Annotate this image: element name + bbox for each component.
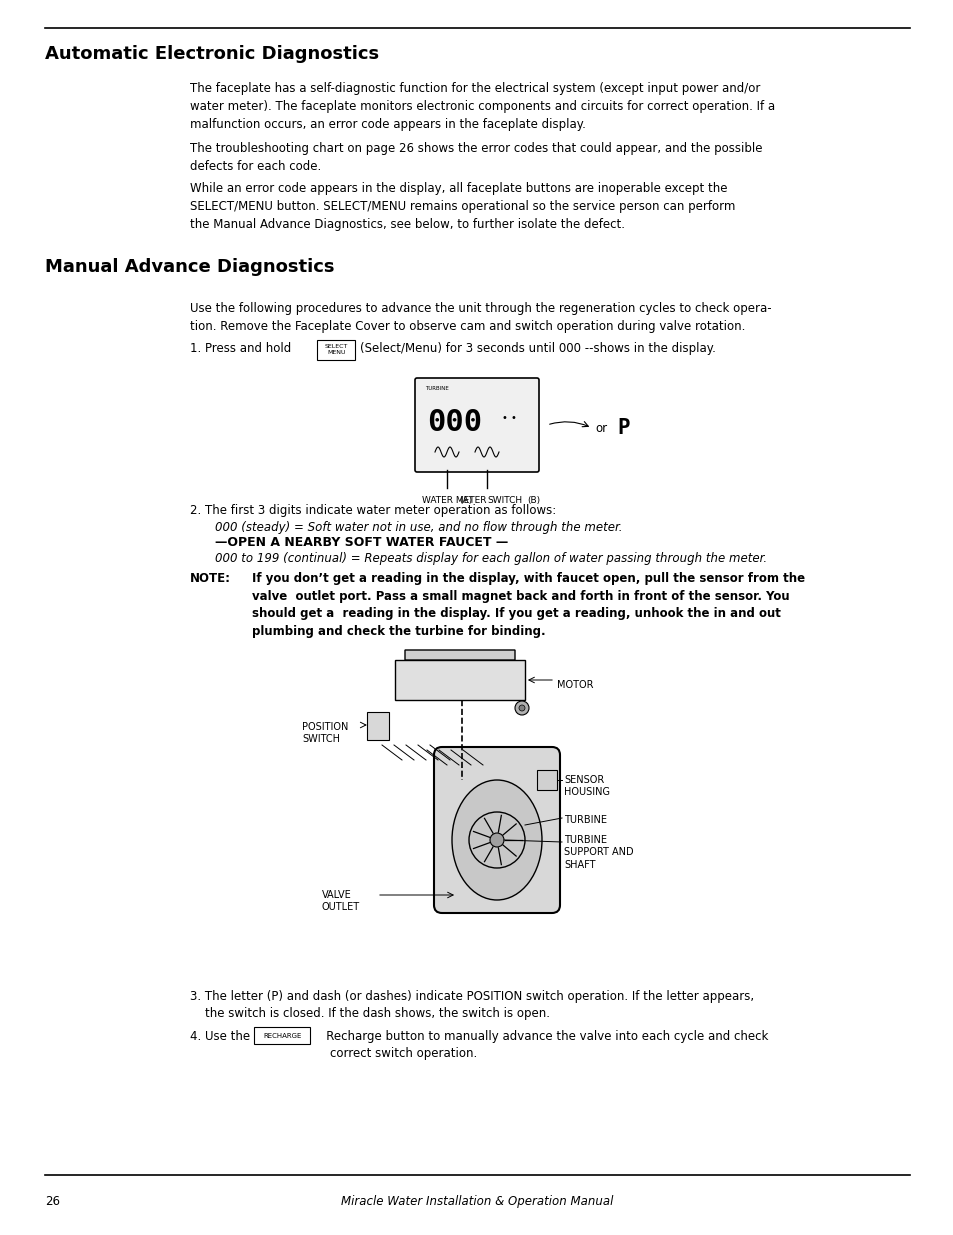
Text: TURBINE: TURBINE — [563, 815, 606, 825]
Text: Automatic Electronic Diagnostics: Automatic Electronic Diagnostics — [45, 44, 378, 63]
Circle shape — [518, 705, 524, 711]
FancyBboxPatch shape — [434, 747, 559, 913]
FancyBboxPatch shape — [415, 378, 538, 472]
Bar — [537, 769, 557, 790]
Text: 000 to 199 (continual) = Repeats display for each gallon of water passing throug: 000 to 199 (continual) = Repeats display… — [214, 552, 766, 564]
Text: 4. Use the: 4. Use the — [190, 1030, 250, 1044]
Text: (A): (A) — [458, 496, 472, 505]
Text: (B): (B) — [526, 496, 539, 505]
Text: SELECT
MENU: SELECT MENU — [324, 345, 348, 354]
Text: If you don’t get a reading in the display, with faucet open, pull the sensor fro: If you don’t get a reading in the displa… — [252, 572, 804, 637]
Text: SWITCH: SWITCH — [486, 496, 521, 505]
Text: TURBINE
SUPPORT AND
SHAFT: TURBINE SUPPORT AND SHAFT — [563, 835, 633, 869]
FancyBboxPatch shape — [317, 340, 355, 359]
Ellipse shape — [452, 781, 541, 900]
Text: RECHARGE: RECHARGE — [263, 1032, 301, 1039]
Text: 000 (steady) = Soft water not in use, and no flow through the meter.: 000 (steady) = Soft water not in use, an… — [214, 521, 622, 534]
Circle shape — [515, 701, 529, 715]
Text: 3. The letter (P) and dash (or dashes) indicate POSITION switch operation. If th: 3. The letter (P) and dash (or dashes) i… — [190, 990, 753, 1020]
Text: While an error code appears in the display, all faceplate buttons are inoperable: While an error code appears in the displ… — [190, 182, 735, 231]
Text: P: P — [617, 417, 629, 438]
Circle shape — [490, 832, 503, 847]
Text: Miracle Water Installation & Operation Manual: Miracle Water Installation & Operation M… — [340, 1195, 613, 1208]
Text: The troubleshooting chart on page 26 shows the error codes that could appear, an: The troubleshooting chart on page 26 sho… — [190, 142, 761, 173]
Text: MOTOR: MOTOR — [557, 680, 593, 690]
Text: 2. The first 3 digits indicate water meter operation as follows:: 2. The first 3 digits indicate water met… — [190, 504, 556, 517]
Text: WATER METER: WATER METER — [421, 496, 486, 505]
Text: • •: • • — [501, 412, 517, 424]
Text: (Select/Menu) for 3 seconds until 000 --shows in the display.: (Select/Menu) for 3 seconds until 000 --… — [359, 342, 715, 354]
Bar — [367, 713, 389, 740]
Text: Use the following procedures to advance the unit through the regeneration cycles: Use the following procedures to advance … — [190, 303, 771, 333]
Text: SENSOR
HOUSING: SENSOR HOUSING — [563, 776, 609, 798]
Text: 1. Press and hold: 1. Press and hold — [190, 342, 291, 354]
Text: Manual Advance Diagnostics: Manual Advance Diagnostics — [45, 258, 335, 275]
Text: TURBINE: TURBINE — [424, 387, 448, 391]
FancyBboxPatch shape — [405, 650, 515, 659]
Text: POSITION
SWITCH: POSITION SWITCH — [302, 722, 348, 745]
Text: 000: 000 — [427, 408, 482, 436]
Text: The faceplate has a self-diagnostic function for the electrical system (except i: The faceplate has a self-diagnostic func… — [190, 82, 774, 131]
Text: 26: 26 — [45, 1195, 60, 1208]
Text: VALVE
OUTLET: VALVE OUTLET — [322, 890, 359, 913]
FancyBboxPatch shape — [254, 1028, 310, 1045]
Text: or: or — [595, 421, 606, 435]
Text: Recharge button to manually advance the valve into each cycle and check
    corr: Recharge button to manually advance the … — [314, 1030, 767, 1061]
Bar — [395, 659, 524, 700]
Text: —OPEN A NEARBY SOFT WATER FAUCET —: —OPEN A NEARBY SOFT WATER FAUCET — — [214, 536, 508, 550]
Text: NOTE:: NOTE: — [190, 572, 231, 585]
